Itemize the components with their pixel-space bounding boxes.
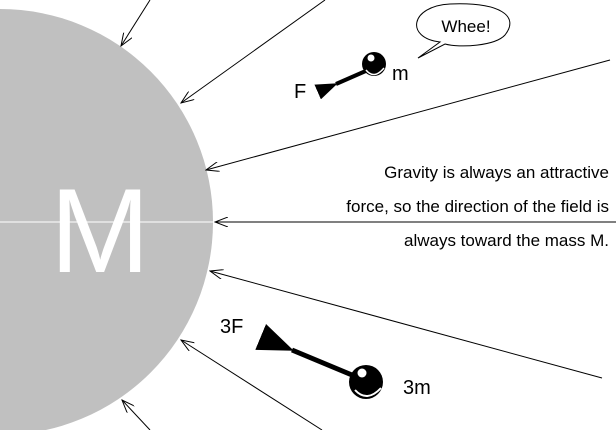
large-mass	[292, 350, 383, 399]
mass-label: M	[50, 164, 150, 298]
diagram: M Gravity is always an attractive force,…	[0, 0, 616, 430]
large-mass-label: 3m	[403, 377, 431, 399]
small-force-label: F	[294, 81, 306, 103]
note-line: always toward the mass M.	[404, 231, 609, 250]
bubble-text: Whee!	[441, 17, 490, 36]
note-line: Gravity is always an attractive	[384, 163, 609, 182]
small-mass-label: m	[392, 63, 409, 85]
large-force-label: 3F	[220, 316, 243, 338]
note-line: force, so the direction of the field is	[346, 197, 609, 216]
small-mass	[336, 52, 386, 84]
